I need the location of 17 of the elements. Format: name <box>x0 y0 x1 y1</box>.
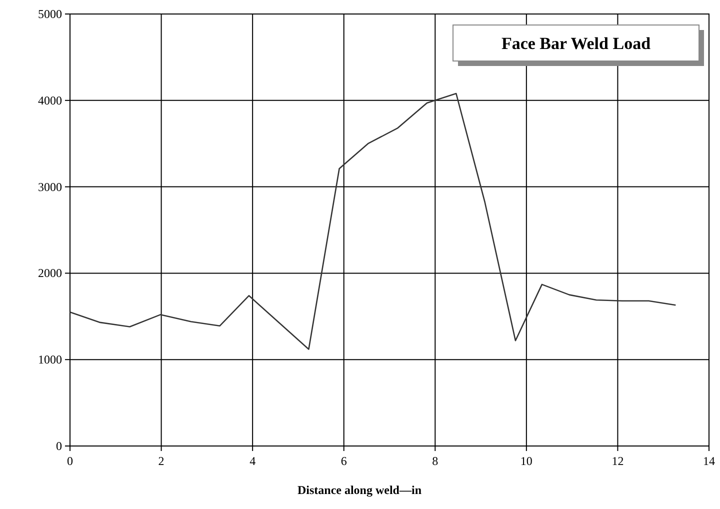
y-tick-label: 2000 <box>38 266 62 280</box>
x-tick-label: 2 <box>158 454 164 468</box>
y-tick-label: 3000 <box>38 180 62 194</box>
y-tick-label: 4000 <box>38 93 62 108</box>
x-tick-label: 10 <box>520 454 532 468</box>
x-tick-label: 12 <box>612 454 624 468</box>
line-series <box>69 92 676 350</box>
x-tick-label: 6 <box>340 454 347 468</box>
y-tick-label: 1000 <box>38 352 62 367</box>
x-tick-label: 4 <box>250 454 256 468</box>
x-tick-label: 14 <box>703 454 715 468</box>
x-axis-title: Distance along weld—in <box>297 483 422 497</box>
x-tick-label: 8 <box>432 454 438 468</box>
y-tick-label: 0 <box>56 439 62 453</box>
text: Face Bar Weld Load <box>501 34 652 53</box>
y-tick-label: 5000 <box>38 7 62 21</box>
x-tick-label: 0 <box>67 454 73 468</box>
